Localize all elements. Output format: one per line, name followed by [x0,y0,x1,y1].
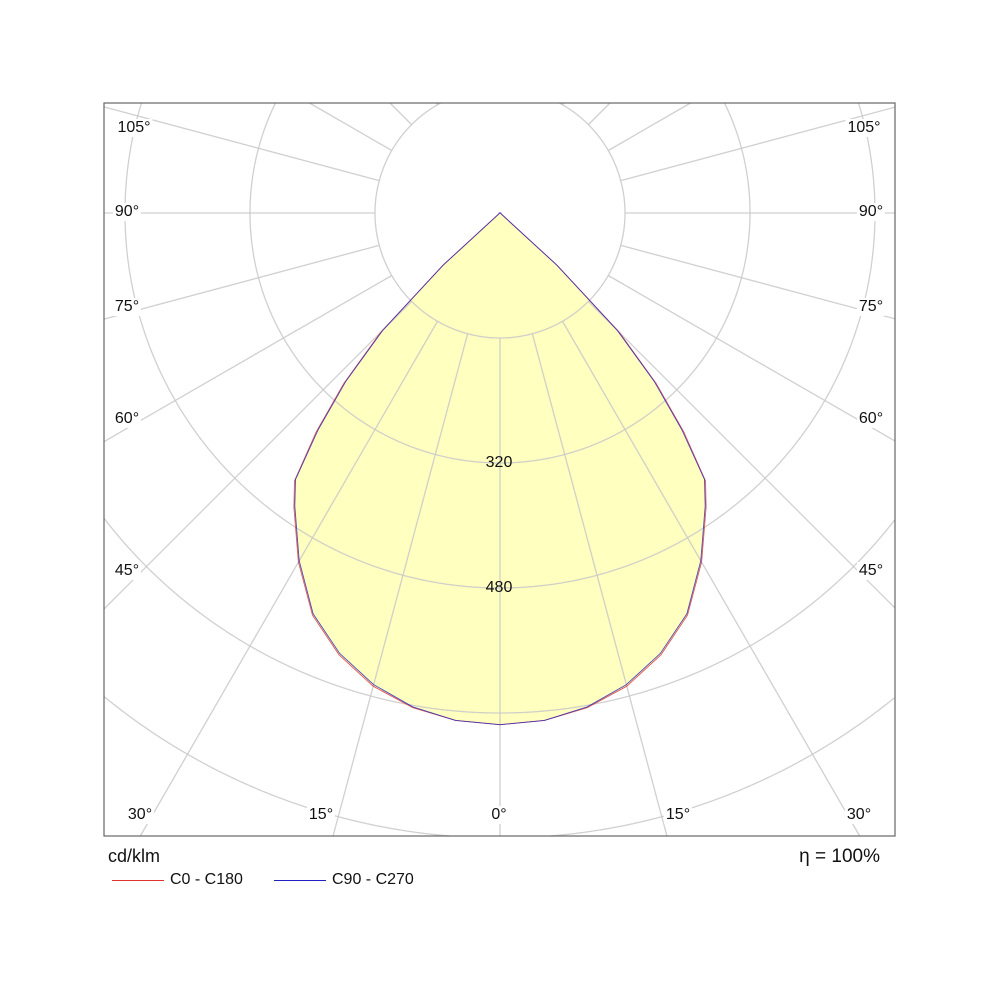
legend-item-c0: C0 - C180 [112,871,243,889]
angle-label-right: 105° [845,119,883,137]
legend-label-c90: C90 - C270 [332,871,414,888]
grid-circle [249,102,751,464]
grid-radial-line [607,274,896,442]
angle-label-left: 90° [112,203,142,221]
grid-radial-line [103,274,393,443]
angle-label-left: 45° [112,562,142,580]
unit-label: cd/klm [108,846,161,866]
angle-label-right: 30° [844,806,874,824]
grid-radial-line [620,244,896,320]
grid-radial-line [103,244,380,320]
grid-circle [103,518,896,714]
grid-radial-line [607,102,691,152]
angle-label-right: 15° [663,806,693,824]
grid-radial-line [561,320,861,837]
angle-label-right: 45° [856,562,886,580]
grid-radial-line [587,102,611,126]
grid-radial-line [531,333,668,837]
angle-label-left: 60° [112,410,142,428]
angle-label-left: 30° [125,806,155,824]
angle-label-right: 90° [856,203,886,221]
grid-radial-line [103,300,413,610]
grid-circle [374,102,626,339]
angle-label-left: 75° [112,298,142,316]
grid-radial-line [139,320,439,837]
angle-label-right: 75° [856,298,886,316]
legend-swatch-c0 [112,879,164,881]
efficiency-label: η = 100% [799,846,880,867]
series-curve-c90-c270 [294,212,706,726]
grid-radial-line [587,300,896,609]
legend-label-c0: C0 - C180 [170,871,243,888]
angle-label-left: 105° [115,119,153,137]
radial-tick-label: 480 [485,579,513,596]
angle-label-bottom: 0° [489,806,509,824]
grid-radial-line [309,102,393,152]
angle-label-left: 15° [306,806,336,824]
radial-tick-label: 320 [485,454,513,471]
grid-radial-line [103,106,380,182]
angle-label-right: 60° [856,410,886,428]
grid-radial-line [389,102,413,126]
legend-item-c90: C90 - C270 [274,871,414,889]
grid-radial-line [332,333,469,837]
grid-circle [103,696,895,837]
legend-swatch-c90 [274,879,326,881]
plot-frame [103,102,896,837]
